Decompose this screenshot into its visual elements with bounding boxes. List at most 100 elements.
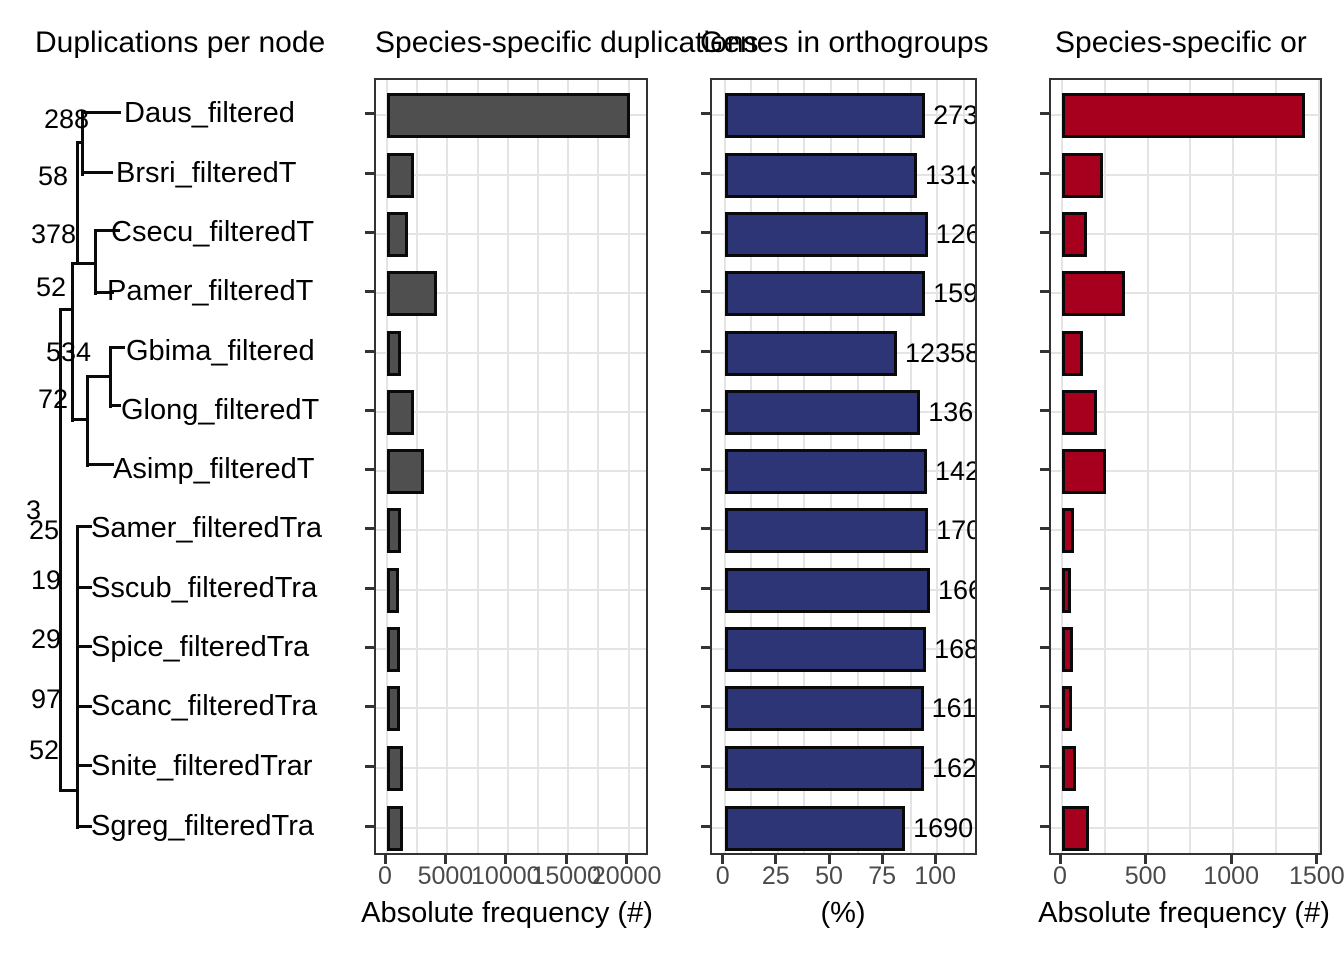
y-axis-tick (701, 111, 710, 115)
bar-Daus_filtered (724, 92, 926, 138)
bar-Csecu_filteredT (724, 211, 928, 257)
x-axis-tick (443, 855, 447, 864)
tree-branch-line (76, 141, 79, 265)
tree-branch-line (71, 418, 89, 421)
species-tip-label: Daus_filtered (124, 97, 295, 129)
y-axis-tick (701, 230, 710, 234)
tree-branch-line (76, 645, 92, 648)
x-axis-title-orthogroups: Absolute frequency (#) (1038, 897, 1330, 929)
bar-Gbima_filtered (1062, 330, 1083, 376)
tree-node-label: 378 (31, 219, 77, 249)
x-axis-title-percent: (%) (820, 897, 866, 929)
bar-Scanc_filteredTra (724, 685, 924, 731)
x-axis-tick-label: 0 (378, 862, 392, 890)
bar-Pamer_filteredT (1062, 270, 1125, 316)
bar-value-label: 12358 (905, 338, 977, 368)
y-axis-tick (1040, 704, 1049, 708)
gridline-vertical (567, 80, 570, 853)
gridline-vertical (627, 80, 630, 853)
bar-value-label: 166 (937, 575, 975, 605)
bar-Pamer_filteredT (724, 270, 926, 316)
species-tip-label: Scanc_filteredTra (91, 690, 318, 722)
gridline-horizontal (1051, 707, 1320, 709)
panel-duplications (374, 78, 648, 855)
chart-title: Duplications per node (35, 26, 326, 59)
x-axis-tick-label: 75 (868, 862, 896, 890)
y-axis-tick (701, 349, 710, 353)
gridline-horizontal (376, 292, 646, 294)
bar-Brsri_filteredT (1062, 152, 1104, 198)
chart-title: Genes in orthogroups (700, 26, 989, 59)
gridline-horizontal (376, 767, 646, 769)
x-axis-tick (827, 855, 831, 864)
tree-node-label: 72 (38, 384, 69, 414)
y-axis-tick (1040, 645, 1049, 649)
tree-branch-line (76, 825, 92, 828)
y-axis-tick (701, 408, 710, 412)
x-axis-tick (933, 855, 937, 864)
gridline-vertical (597, 80, 600, 853)
tree-branch-line (81, 171, 113, 174)
y-axis-tick (1040, 824, 1049, 828)
y-axis-tick (365, 171, 374, 175)
gridline-horizontal (376, 529, 646, 531)
species-tip-label: Samer_filteredTra (91, 512, 323, 544)
gridline-horizontal (1051, 589, 1320, 591)
x-axis-tick-label: 500 (1124, 862, 1167, 890)
tree-branch-line (81, 111, 121, 114)
species-tip-label: Gbima_filtered (126, 335, 315, 367)
gridline-vertical (476, 80, 479, 853)
tree-node-label: 3 (26, 495, 42, 525)
species-tip-label: Glong_filteredT (121, 394, 320, 426)
bar-Glong_filteredT (387, 389, 414, 435)
species-tip-label: Asimp_filteredT (113, 453, 315, 485)
x-axis-tick (721, 855, 725, 864)
species-tip-label: Sscub_filteredTra (91, 572, 318, 604)
gridline-horizontal (1051, 411, 1320, 413)
bar-value-label: 142 (935, 456, 977, 486)
bar-Sscub_filteredTra (724, 567, 930, 613)
tree-node-label: 58 (38, 161, 69, 191)
bar-value-label: 161 (931, 693, 977, 723)
tree-branch-line (59, 789, 79, 792)
tree-branch-line (86, 375, 89, 467)
x-axis-tick (383, 855, 387, 864)
gridline-horizontal (376, 589, 646, 591)
tree-node-label: 25 (29, 515, 60, 545)
gridline-horizontal (1051, 529, 1320, 531)
bar-Asimp_filteredT (387, 448, 425, 494)
chart-title: Species-specific duplications (375, 26, 759, 59)
tree-branch-line (76, 525, 79, 829)
species-tip-label: Pamer_filteredT (107, 275, 314, 307)
gridline-horizontal (376, 707, 646, 709)
gridline-vertical (537, 80, 539, 853)
gridline-horizontal (376, 174, 646, 176)
y-axis-tick (365, 586, 374, 590)
y-axis-tick (701, 467, 710, 471)
x-axis-title-duplications: Absolute frequency (#) (361, 897, 653, 929)
x-axis-tick (774, 855, 778, 864)
y-axis-tick (1040, 171, 1049, 175)
bar-Asimp_filteredT (1062, 448, 1106, 494)
bar-Brsri_filteredT (387, 152, 414, 198)
bar-value-label: 170 (936, 515, 977, 545)
bar-value-label: 126 (935, 219, 977, 249)
bar-value-label: 1319 (925, 160, 975, 190)
tree-branch-line (109, 346, 125, 349)
x-axis-tick-label: 20000 (591, 862, 662, 890)
gridline-horizontal (376, 352, 646, 354)
gridline-vertical (1317, 80, 1320, 853)
y-axis-tick (365, 408, 374, 412)
gridline-horizontal (1051, 767, 1320, 769)
y-axis-tick (1040, 764, 1049, 768)
tree-node-label: 29 (31, 624, 62, 654)
tree-branch-line (94, 229, 120, 232)
y-axis-tick (701, 824, 710, 828)
bar-Asimp_filteredT (724, 448, 927, 494)
y-axis-tick (365, 111, 374, 115)
x-axis-tick-label: 0 (1053, 862, 1067, 890)
tree-branch-line (76, 705, 92, 708)
bar-Gbima_filtered (724, 330, 898, 376)
y-axis-tick (701, 645, 710, 649)
x-axis-tick-label: 5000 (417, 862, 474, 890)
